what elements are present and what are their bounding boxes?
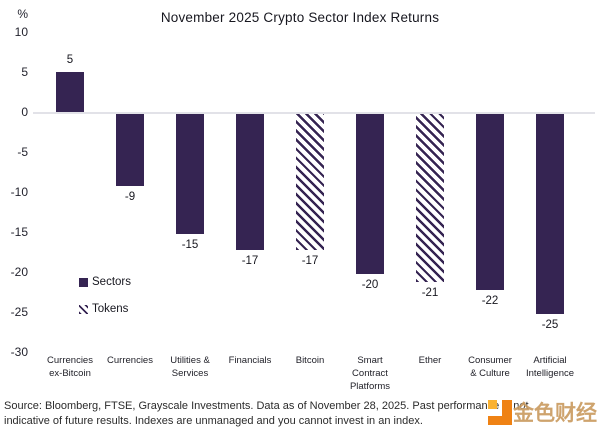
x-axis-label-financials: Financials <box>228 355 272 366</box>
bar-financials <box>236 114 264 250</box>
x-axis-label-ether: Ether <box>418 355 442 366</box>
x-axis-label-bitcoin: Bitcoin <box>295 355 325 366</box>
bar-value-label-financials: -17 <box>241 255 259 267</box>
bar-artificial-intelligence <box>536 114 564 314</box>
source-disclaimer: Source: Bloomberg, FTSE, Grayscale Inves… <box>4 399 596 429</box>
source-disclaimer-line1: Source: Bloomberg, FTSE, Grayscale Inves… <box>4 400 529 412</box>
y-axis-tick-label-10: 10 <box>14 25 28 39</box>
legend-item-sectors: Sectors <box>79 273 131 291</box>
x-axis-zero-line <box>33 112 595 114</box>
tokens-hatch-swatch-icon <box>79 304 88 314</box>
legend-label-sectors: Sectors <box>92 276 131 288</box>
bar-consumer-culture <box>476 114 504 290</box>
y-axis-tick-label--15: -15 <box>10 225 28 239</box>
watermark: 金色财经 <box>487 394 597 430</box>
bar-value-label-bitcoin: -17 <box>301 255 319 267</box>
watermark-logo-icon <box>487 397 512 427</box>
x-axis-label-utilities-services: Utilities & Services <box>170 355 210 379</box>
y-axis-unit-label: % <box>17 7 28 21</box>
bar-value-label-artificial-intelligence: -25 <box>541 319 559 331</box>
bar-currencies <box>116 114 144 186</box>
y-axis-tick-label--30: -30 <box>10 345 28 359</box>
bar-value-label-smart-contract-platforms: -20 <box>361 279 379 291</box>
bar-value-label-currencies: -9 <box>124 191 136 203</box>
y-axis-tick-label-5: 5 <box>21 65 28 79</box>
bar-value-label-utilities-services: -15 <box>181 239 199 251</box>
bar-value-label-currencies-ex-bitcoin: 5 <box>66 54 74 66</box>
legend-item-tokens: Tokens <box>79 300 131 318</box>
y-axis-tick-label--25: -25 <box>10 305 28 319</box>
bar-utilities-services <box>176 114 204 234</box>
watermark-text: 金色财经 <box>513 402 597 425</box>
bar-currencies-ex-bitcoin <box>56 72 84 112</box>
chart-title: November 2025 Crypto Sector Index Return… <box>160 10 440 25</box>
y-axis-tick-label--10: -10 <box>10 185 28 199</box>
x-axis-label-currencies-ex-bitcoin: Currencies ex-Bitcoin <box>47 355 93 379</box>
x-axis-label-smart-contract-platforms: Smart Contract Platforms <box>349 355 391 392</box>
sectors-solid-swatch-icon <box>79 277 88 287</box>
bar-value-label-consumer-culture: -22 <box>481 295 499 307</box>
y-axis-tick-label--20: -20 <box>10 265 28 279</box>
x-axis-label-currencies: Currencies <box>107 355 153 366</box>
legend-label-tokens: Tokens <box>92 303 129 315</box>
x-axis-label-artificial-intelligence: Artificial Intelligence <box>525 355 575 379</box>
chart-legend: Sectors Tokens <box>79 273 131 327</box>
bar-value-label-ether: -21 <box>421 287 439 299</box>
x-axis-label-consumer-culture: Consumer & Culture <box>468 355 512 379</box>
bar-bitcoin <box>296 114 324 250</box>
source-disclaimer-line2: indicative of future results. Indexes ar… <box>4 415 423 427</box>
y-axis-tick-label-0: 0 <box>21 105 28 119</box>
y-axis-tick-label--5: -5 <box>17 145 28 159</box>
bar-smart-contract-platforms <box>356 114 384 274</box>
bar-ether <box>416 114 444 282</box>
